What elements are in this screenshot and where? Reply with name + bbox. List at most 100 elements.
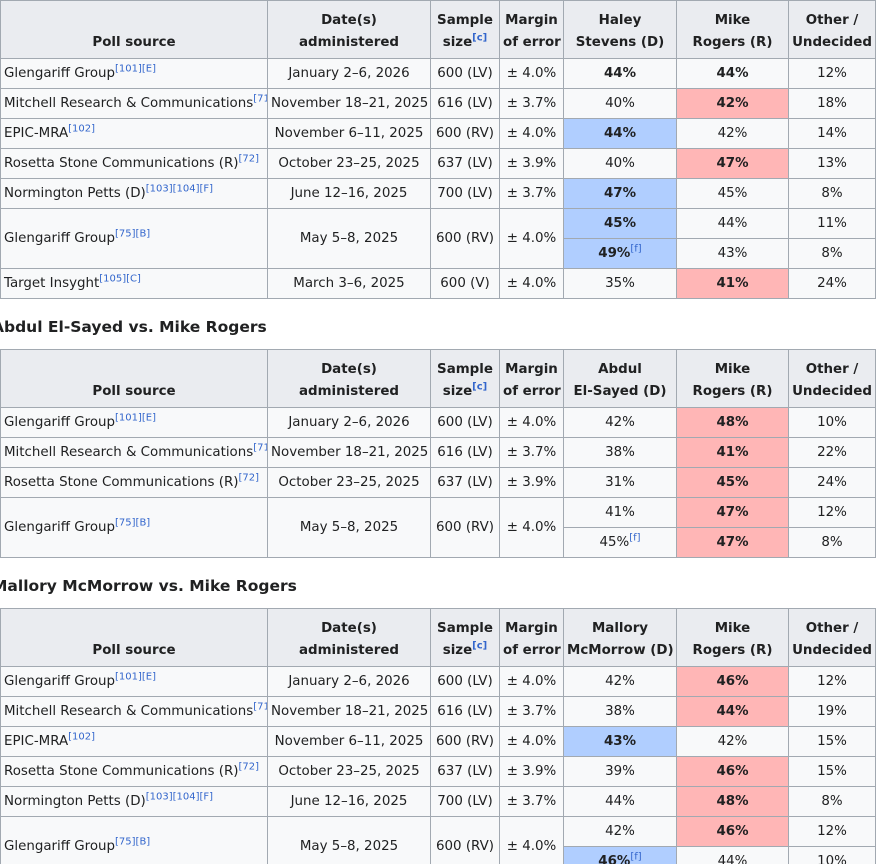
result-other: 8% (788, 786, 876, 817)
citation[interactable]: [E] (141, 671, 157, 683)
result-value: 15% (817, 734, 847, 749)
header-text: Mike (714, 362, 751, 377)
header-text: administered (298, 35, 399, 50)
result-value: 12% (817, 674, 847, 689)
column-header: Other / Undecided (788, 0, 876, 59)
header-text: Poll source (92, 643, 176, 658)
poll-margin: ± 3.7% (499, 88, 564, 119)
footnote-ref[interactable]: [c] (472, 32, 488, 44)
result-other: 22% (788, 437, 876, 468)
citation[interactable]: [72] (238, 153, 260, 165)
citation[interactable]: [E] (141, 412, 157, 424)
poll-row: 46%[f] 44% 10% (1, 846, 876, 864)
result-value: 47% (603, 186, 637, 201)
poll-row: 49%[f] 43% 8% (1, 238, 876, 269)
result-other: 19% (788, 696, 876, 727)
header-text: size (442, 384, 473, 399)
footnote-ref[interactable]: [c] (472, 381, 488, 393)
citation[interactable]: [71] (253, 701, 266, 713)
citation[interactable]: [101] (115, 63, 142, 75)
sample-text: 616 (LV) (437, 96, 493, 111)
poll-date: January 2–6, 2026 (267, 666, 431, 697)
result-d: 39% (563, 756, 677, 787)
poll-source: Normington Petts (D)[103][104][F] (0, 786, 268, 817)
header-text: Margin (505, 621, 558, 636)
result-value: 38% (605, 445, 635, 460)
poll-sample: 637 (LV) (430, 467, 500, 498)
citation[interactable]: [102] (68, 123, 96, 135)
citation[interactable]: [B] (135, 517, 151, 529)
footnote-ref[interactable]: [f] (630, 851, 642, 863)
citation[interactable]: [101] (115, 412, 142, 424)
poll-row: Mitchell Research & Communications[71]No… (0, 437, 876, 468)
citation[interactable]: [102] (68, 731, 96, 743)
citation[interactable]: [72] (238, 761, 260, 773)
source-name: Mitchell Research & Communications (4, 96, 254, 111)
date-text: October 23–25, 2025 (278, 764, 420, 779)
sample-text: 600 (RV) (436, 231, 494, 246)
poll-date: May 5–8, 2025 (267, 497, 431, 558)
header-text: Date(s) (321, 13, 377, 28)
citation[interactable]: [103] (145, 791, 173, 803)
poll-sample: 600 (RV) (430, 726, 500, 757)
poll-margin: ± 3.9% (499, 148, 564, 179)
poll-sample: 600 (RV) (430, 816, 500, 864)
poll-margin: ± 3.9% (499, 467, 564, 498)
poll-sample: 616 (LV) (430, 696, 500, 727)
margin-text: ± 4.0% (506, 520, 557, 535)
citation[interactable]: [104] (172, 183, 200, 195)
footnote-ref[interactable]: [f] (629, 532, 641, 544)
result-r: 44% (676, 58, 789, 89)
result-d: 44% (563, 58, 677, 89)
date-text: January 2–6, 2026 (288, 415, 410, 430)
poll-margin: ± 4.0% (499, 666, 564, 697)
poll-source: Mitchell Research & Communications[71] (0, 696, 268, 727)
citation[interactable]: [F] (199, 183, 214, 195)
citation[interactable]: [101] (115, 671, 142, 683)
citation[interactable]: [F] (199, 791, 214, 803)
sample-text: 600 (RV) (436, 734, 494, 749)
citation[interactable]: [E] (141, 63, 157, 75)
citation[interactable]: [B] (135, 228, 151, 240)
footnote-ref[interactable]: [f] (630, 243, 642, 255)
margin-text: ± 4.0% (506, 276, 557, 291)
result-d: 45%[f] (563, 527, 677, 558)
citation[interactable]: [C] (126, 273, 141, 285)
header-text: Date(s) (321, 362, 377, 377)
poll-sample: 637 (LV) (430, 148, 500, 179)
result-other: 13% (788, 148, 876, 179)
result-other: 10% (788, 846, 876, 864)
citation[interactable]: [75] (115, 228, 136, 240)
result-other: 10% (788, 407, 876, 438)
citation[interactable]: [71] (253, 442, 266, 454)
header-text: Poll source (92, 384, 176, 399)
header-text: Mallory (591, 621, 649, 636)
result-d: 43% (563, 726, 677, 757)
citation[interactable]: [104] (172, 791, 200, 803)
poll-row: Target Insyght[105][C] March 3–6, 2025 600… (0, 268, 876, 299)
result-value: 18% (817, 96, 847, 111)
poll-date: January 2–6, 2026 (267, 407, 431, 438)
footnote-ref[interactable]: [c] (472, 640, 488, 652)
result-value: 46% (598, 854, 631, 864)
citation[interactable]: [105] (99, 273, 127, 285)
poll-source: Mitchell Research & Communications[71] (0, 437, 268, 468)
poll-date: January 2–6, 2026 (267, 58, 431, 89)
result-r: 47% (676, 497, 789, 528)
result-r: 46% (676, 756, 789, 787)
result-value: 8% (821, 186, 843, 201)
citation[interactable]: [75] (115, 836, 136, 848)
citation[interactable]: [75] (115, 517, 136, 529)
poll-date: November 18–21, 2025 (267, 437, 431, 468)
poll-margin: ± 4.0% (499, 208, 564, 269)
poll-sample: 600 (LV) (430, 58, 500, 89)
citation[interactable]: [103] (145, 183, 173, 195)
result-value: 44% (603, 66, 637, 81)
result-value: 31% (605, 475, 635, 490)
citation[interactable]: [71] (253, 93, 266, 105)
section-heading: Abdul El-Sayed vs. Mike Rogers (0, 318, 267, 336)
citation[interactable]: [B] (135, 836, 151, 848)
result-other: 8% (788, 238, 876, 269)
poll-margin: ± 4.0% (499, 726, 564, 757)
citation[interactable]: [72] (238, 472, 260, 484)
